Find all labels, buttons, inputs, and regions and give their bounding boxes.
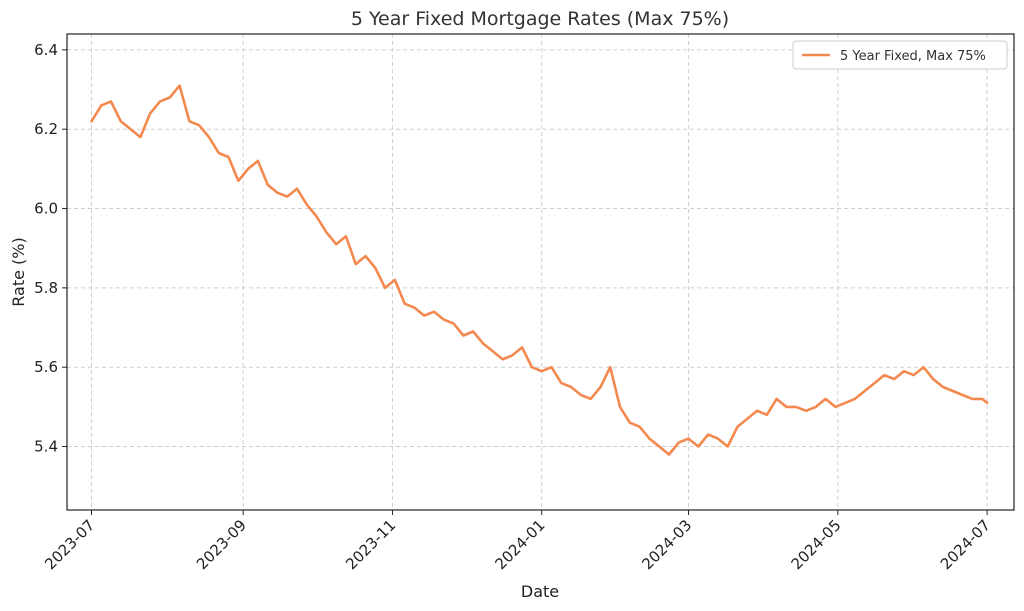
series-line-5-year-fixed — [90, 84, 989, 456]
x-tick-label: 2024-07 — [937, 516, 994, 573]
y-tick-label: 6.2 — [34, 120, 58, 138]
chart-title: 5 Year Fixed Mortgage Rates (Max 75%) — [351, 8, 729, 30]
y-tick-label: 6.4 — [34, 41, 58, 59]
x-tick-label: 2024-05 — [788, 516, 845, 573]
grid-lines — [67, 34, 1014, 510]
y-tick-label: 5.4 — [34, 438, 58, 456]
x-tick-label: 2024-03 — [638, 516, 695, 573]
y-axis-label: Rate (%) — [9, 237, 28, 306]
legend: 5 Year Fixed, Max 75% — [792, 40, 1008, 70]
legend-box — [792, 40, 1008, 70]
x-axis-label: Date — [521, 582, 559, 601]
y-tick-label: 6.0 — [34, 200, 58, 218]
x-tick-label: 2024-01 — [491, 516, 548, 573]
x-tick-label: 2023-11 — [342, 516, 399, 573]
axes-frame — [66, 33, 1015, 511]
y-tick-label: 5.6 — [34, 358, 58, 376]
x-axis-ticks: 2023-07 2023-09 2023-11 2024-01 2024-03 2024-… — [41, 510, 994, 573]
x-tick-label: 2023-09 — [193, 516, 250, 573]
x-tick-label: 2023-07 — [41, 516, 98, 573]
legend-label: 5 Year Fixed, Max 75% — [840, 49, 986, 64]
y-axis-ticks: 5.4 5.6 5.8 6.0 6.2 6.4 — [34, 41, 67, 456]
y-tick-label: 5.8 — [34, 279, 58, 297]
